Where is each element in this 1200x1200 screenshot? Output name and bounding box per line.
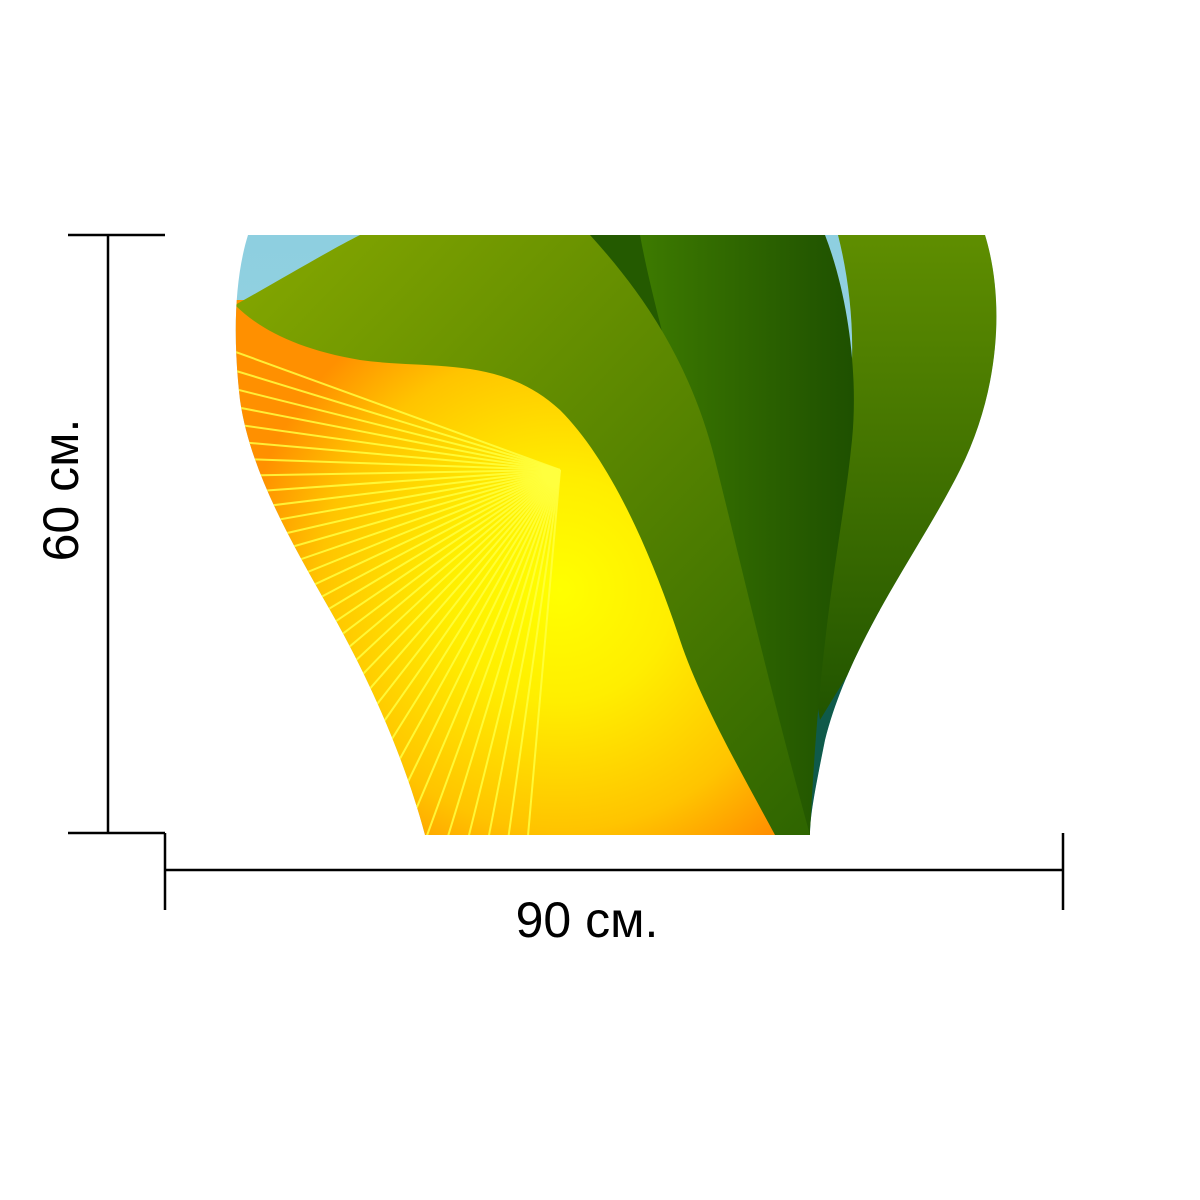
height-label: 60 см. [33,419,89,562]
sun-ray [235,444,561,471]
sun-ray [235,469,561,557]
sun-ray [235,408,561,471]
sun-ray [354,469,561,835]
sun-ray [389,469,561,835]
sun-ray [235,469,561,520]
height-dimension [68,233,165,835]
sun-ray [235,469,561,734]
width-label: 90 см. [516,892,659,948]
sun-ray [235,469,561,593]
sun-ray [235,469,561,484]
sun-ray [285,469,561,835]
leaf-middle [640,235,854,835]
width-dimension [163,833,1065,910]
sun-ray [425,469,561,835]
sun-ray [498,469,561,835]
sun-ray [235,469,561,664]
sun-ray [461,469,561,835]
sun-ray [235,299,561,471]
leaf-right [814,235,997,720]
leaf-front [235,235,810,835]
vase-artwork [235,235,997,835]
sun-ray [235,235,561,471]
sun-ray [235,371,561,471]
sun-ray [235,264,561,471]
sun-ray [235,469,561,629]
sun-ray [319,469,561,835]
sun-ray [235,469,561,699]
sun-ray [235,335,561,471]
